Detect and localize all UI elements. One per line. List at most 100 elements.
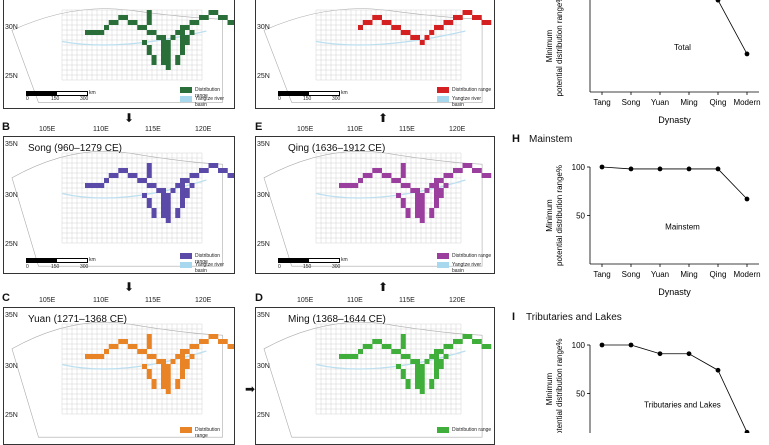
range-cell: [180, 364, 185, 369]
range-cell: [175, 384, 181, 389]
range-cell: [180, 374, 185, 379]
range-cell: [132, 20, 138, 25]
range-cell: [184, 35, 190, 40]
range-cell: [146, 344, 152, 349]
range-cell: [424, 359, 430, 364]
lat-label: 30N: [5, 24, 18, 31]
range-cell: [448, 20, 454, 25]
panel-letter: H: [512, 133, 520, 145]
range-cell: [462, 163, 468, 168]
range-cell: [386, 344, 392, 349]
range-cell: [170, 188, 176, 193]
down-arrow-icon: ⬇: [124, 280, 135, 294]
range-cell: [443, 344, 449, 349]
range-cell: [218, 168, 223, 173]
range-cell: [396, 25, 401, 30]
legend-label: Distribution range: [452, 253, 492, 259]
y-axis-label: potential distribution range%: [555, 0, 564, 96]
legend-swatch-range: [437, 87, 449, 93]
range-cell: [400, 334, 406, 339]
map-panel-song: Song (960–1279 CE) 35N 30N 25N Distribut…: [3, 136, 235, 274]
y-axis-label: Minimum: [545, 29, 554, 62]
range-cell: [146, 369, 152, 374]
range-cell: [189, 30, 195, 35]
river-line: [61, 350, 207, 370]
range-cell: [429, 30, 435, 35]
range-cell: [146, 168, 152, 173]
range-cell: [391, 25, 397, 30]
range-cell: [127, 344, 133, 349]
range-cell: [161, 359, 166, 364]
range-cell: [161, 188, 166, 193]
range-cell: [486, 344, 492, 349]
range-cell: [419, 369, 425, 374]
range-cell: [203, 339, 209, 344]
range-cell: [189, 173, 195, 178]
range-cell: [222, 15, 228, 20]
data-point: [744, 429, 750, 433]
lat-label: 25N: [257, 412, 270, 419]
range-cell: [180, 193, 185, 198]
range-cell: [113, 344, 119, 349]
range-cell: [434, 374, 439, 379]
range-cell: [199, 168, 204, 173]
range-cell: [165, 364, 171, 369]
range-cell: [180, 198, 185, 203]
legend-swatch-range: [437, 427, 449, 433]
range-cell: [146, 20, 152, 25]
range-cell: [381, 173, 387, 178]
range-cell: [405, 183, 411, 188]
range-cell: [146, 203, 152, 208]
range-cell: [161, 384, 166, 389]
range-cell: [175, 183, 181, 188]
range-cell: [486, 20, 492, 25]
range-cell: [189, 20, 195, 25]
range-cell: [453, 168, 458, 173]
range-cell: [339, 354, 344, 359]
range-cell: [118, 339, 124, 344]
range-cell: [227, 173, 233, 178]
range-cell: [165, 203, 171, 208]
range-cell: [218, 339, 223, 344]
range-cell: [391, 349, 397, 354]
range-cell: [348, 354, 354, 359]
map-svg: [263, 321, 492, 438]
range-cell: [434, 178, 439, 183]
range-cell: [194, 344, 200, 349]
down-arrow-icon: ⬇: [124, 111, 135, 125]
range-cell: [391, 178, 397, 183]
range-cell: [415, 213, 420, 218]
legend-swatch-range: [180, 87, 192, 93]
range-cell: [343, 183, 349, 188]
lon-label: 120E: [195, 297, 212, 304]
range-cell: [132, 344, 138, 349]
map-panel-qing: Qing (1636–1912 CE) 35N 30N 25N Distribu…: [255, 136, 495, 274]
scale-tick: 150: [51, 96, 60, 102]
range-cell: [123, 168, 128, 173]
range-cell: [434, 198, 439, 203]
range-cell: [400, 173, 406, 178]
range-cell: [151, 384, 157, 389]
range-cell: [443, 183, 449, 188]
lat-label: 30N: [257, 192, 270, 199]
range-cell: [161, 40, 166, 45]
range-cell: [99, 183, 105, 188]
range-cell: [184, 364, 190, 369]
range-cell: [353, 183, 359, 188]
lat-label: 35N: [5, 141, 18, 148]
lon-label: 110E: [347, 297, 363, 304]
range-cell: [415, 188, 420, 193]
range-cell: [132, 173, 138, 178]
range-cell: [175, 30, 181, 35]
scale-tick: 300: [80, 264, 89, 270]
legend-label: Distribution range: [452, 87, 492, 93]
region-outline: [263, 150, 483, 267]
river-line: [61, 179, 207, 199]
range-cell: [184, 349, 190, 354]
range-cell: [400, 168, 406, 173]
range-cell: [137, 25, 143, 30]
scale-tick: 150: [303, 264, 312, 270]
up-arrow-icon: ⬆: [378, 111, 389, 125]
range-cell: [481, 173, 487, 178]
panel-letter: D: [255, 292, 263, 304]
